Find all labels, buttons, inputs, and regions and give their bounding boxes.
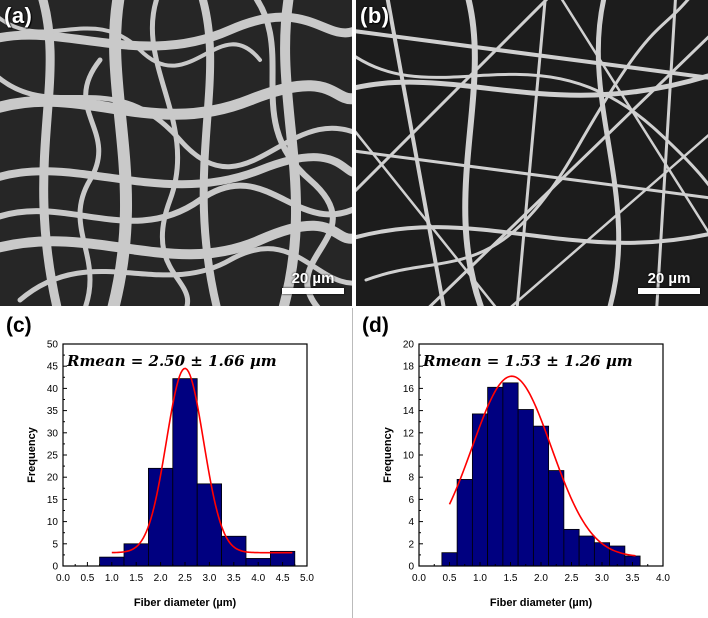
histogram-c-x-tick-label: 0.0 xyxy=(56,573,70,584)
histogram-d-y-tick-label: 12 xyxy=(403,428,415,439)
histogram-d-bar xyxy=(471,413,489,567)
histogram-d-x-tick-label: 4.0 xyxy=(656,573,670,584)
histogram-d-bar xyxy=(487,386,504,567)
histogram-c-y-tick-label: 5 xyxy=(52,539,58,550)
histogram-c-bar xyxy=(147,467,174,567)
histogram-c-bar xyxy=(196,483,222,567)
histogram-d-fit-curve xyxy=(448,375,636,557)
histogram-d-x-tick-label: 0.0 xyxy=(412,573,426,584)
histogram-c-x-tick-label: 2.5 xyxy=(178,573,192,584)
histogram-panel-d: 0.0 0.5 1.0 1.5 2.0 2.5 3.0 3.5 4.0 0 2 4 6 8 10 12 14 16… xyxy=(356,308,708,618)
histogram-d-y-axis-label: Frequency xyxy=(382,426,394,483)
histogram-d-bar xyxy=(517,409,534,567)
histogram-c-y-tick-label: 30 xyxy=(47,428,59,439)
histogram-d-y-tick-label: 20 xyxy=(403,340,415,351)
histogram-d-x-tick-label: 2.0 xyxy=(534,573,548,584)
histogram-c-y-tick-label: 10 xyxy=(47,517,59,528)
histogram-c-x-tick-label: 0.5 xyxy=(80,573,94,584)
histogram-c-y-tick-label: 0 xyxy=(52,562,58,573)
histogram-d-bar xyxy=(548,470,565,567)
histogram-c-y-tick-label: 25 xyxy=(47,451,59,462)
histogram-c-x-tick-label: 3.5 xyxy=(227,573,241,584)
scale-bar-b: 20 µm xyxy=(638,270,700,294)
scale-bar-a-text: 20 µm xyxy=(291,270,335,287)
histogram-c-y-tick-label: 50 xyxy=(47,340,59,351)
sem-fibers-a xyxy=(0,0,352,306)
histogram-c-y-tick-label: 40 xyxy=(47,384,59,395)
histogram-d-bar xyxy=(532,425,550,567)
histogram-d-x-tick-label: 1.0 xyxy=(473,573,487,584)
histogram-panel-c: 0.0 0.5 1.0 1.5 2.0 2.5 3.0 3.5 4.0 4.5 5.0 0 5 10 15 2… xyxy=(0,308,353,618)
histogram-d-y-tick-label: 10 xyxy=(403,451,415,462)
histogram-d-x-tick-label: 2.5 xyxy=(565,573,579,584)
histogram-d-x-axis-label: Fiber diameter (µm) xyxy=(490,597,593,609)
scale-bar-a: 20 µm xyxy=(282,270,344,294)
scale-bar-a-line xyxy=(282,288,344,294)
histogram-c-x-tick-label: 4.5 xyxy=(276,573,290,584)
histogram-c-x-tick-label: 2.0 xyxy=(154,573,168,584)
histogram-d-y-tick-label: 14 xyxy=(403,406,415,417)
histogram-c-y-tick-label: 20 xyxy=(47,473,59,484)
histogram-c-bar xyxy=(172,378,198,567)
histogram-d-x-tick-label: 3.0 xyxy=(595,573,609,584)
histogram-c-mean-annotation: Rmean = 2.50 ± 1.66 µm xyxy=(66,352,277,370)
histogram-c-y-tick-label: 35 xyxy=(47,406,59,417)
histogram-c-x-tick-label: 3.0 xyxy=(202,573,216,584)
panel-label-b: (b) xyxy=(360,3,390,28)
scale-bar-b-line xyxy=(638,288,700,294)
histogram-d-bar xyxy=(563,528,580,567)
histogram-d-x-tick-label: 0.5 xyxy=(443,573,457,584)
panel-label-a: (a) xyxy=(4,3,33,28)
histogram-c-x-tick-label: 4.0 xyxy=(251,573,265,584)
histogram-c: 0.0 0.5 1.0 1.5 2.0 2.5 3.0 3.5 4.0 4.5 5.0 0 5 10 15 2… xyxy=(26,340,314,610)
histogram-d-y-tick-label: 0 xyxy=(408,562,414,573)
histogram-c-x-tick-label: 1.5 xyxy=(129,573,143,584)
histogram-c-y-tick-label: 45 xyxy=(47,362,59,373)
histogram-d-y-tick-label: 18 xyxy=(403,362,415,373)
histogram-d-x-tick-label: 1.5 xyxy=(504,573,518,584)
sem-fibers-b xyxy=(356,0,708,306)
histogram-d-y-tick-label: 6 xyxy=(408,495,414,506)
histogram-d-x-tick-label: 3.5 xyxy=(626,573,640,584)
histogram-c-x-tick-label: 5.0 xyxy=(300,573,314,584)
histogram-c-y-axis-label: Frequency xyxy=(26,426,38,483)
histogram-c-fit-curve xyxy=(111,367,293,554)
sem-image-a: (a) 20 µm xyxy=(0,0,352,306)
panel-label-c: (c) xyxy=(6,314,32,337)
histogram-d-y-tick-label: 2 xyxy=(408,539,414,550)
histogram-d-y-tick-label: 4 xyxy=(408,517,414,528)
scale-bar-b-text: 20 µm xyxy=(647,270,691,287)
histogram-d: 0.0 0.5 1.0 1.5 2.0 2.5 3.0 3.5 4.0 0 2 4 6 8 10 12 14 16… xyxy=(382,340,670,610)
histogram-d-bar xyxy=(578,535,595,567)
histogram-d-bar xyxy=(456,479,473,567)
sem-image-b: (b) 20 µm xyxy=(356,0,708,306)
histogram-c-x-tick-label: 1.0 xyxy=(105,573,119,584)
histogram-d-y-tick-label: 16 xyxy=(403,384,415,395)
histogram-d-mean-annotation: Rmean = 1.53 ± 1.26 µm xyxy=(422,352,633,370)
panel-label-d: (d) xyxy=(362,314,389,337)
histogram-c-y-tick-label: 15 xyxy=(47,495,59,506)
histogram-d-bar xyxy=(502,382,519,567)
histogram-c-x-axis-label: Fiber diameter (µm) xyxy=(134,597,237,609)
histogram-d-y-tick-label: 8 xyxy=(408,473,414,484)
